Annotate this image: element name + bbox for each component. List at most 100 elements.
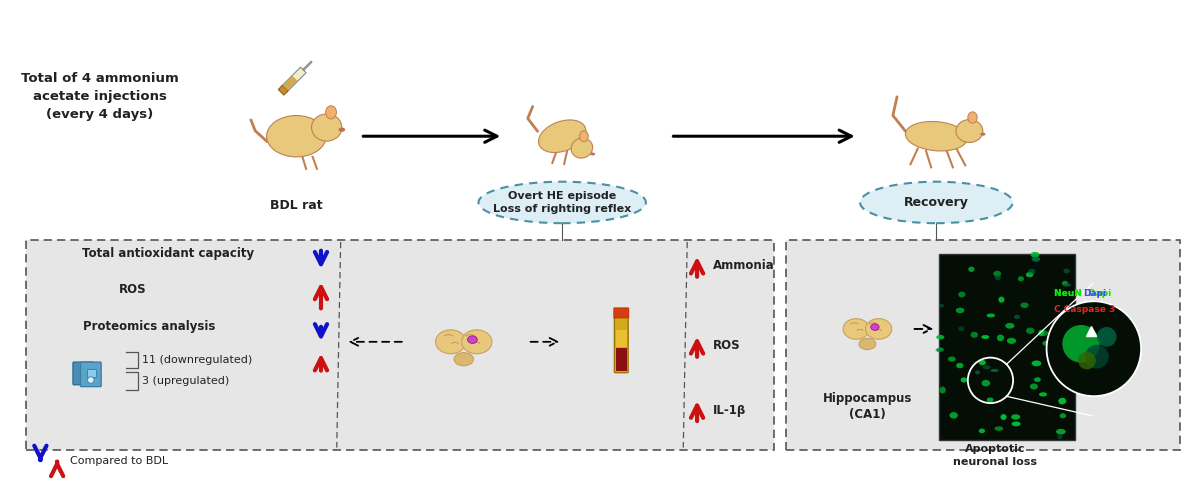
Ellipse shape	[940, 386, 946, 394]
Circle shape	[1046, 301, 1141, 396]
Ellipse shape	[995, 275, 1001, 280]
Ellipse shape	[436, 330, 466, 354]
Ellipse shape	[1026, 272, 1033, 277]
Ellipse shape	[1032, 257, 1040, 262]
Text: Dapi: Dapi	[1084, 289, 1106, 298]
Ellipse shape	[948, 357, 955, 361]
Bar	[88, 369, 96, 377]
Text: Overt HE episode
Loss of righting reflex: Overt HE episode Loss of righting reflex	[493, 191, 631, 214]
Ellipse shape	[1018, 276, 1024, 281]
Ellipse shape	[1069, 310, 1076, 315]
Ellipse shape	[590, 153, 595, 156]
Ellipse shape	[859, 338, 876, 349]
Ellipse shape	[1051, 366, 1060, 371]
Ellipse shape	[1032, 360, 1042, 366]
Ellipse shape	[936, 348, 944, 352]
Ellipse shape	[1060, 413, 1066, 419]
Ellipse shape	[976, 370, 980, 374]
Ellipse shape	[959, 291, 965, 298]
Ellipse shape	[1006, 323, 1014, 329]
Ellipse shape	[1039, 330, 1048, 336]
Ellipse shape	[1063, 283, 1072, 287]
Ellipse shape	[949, 412, 958, 419]
Ellipse shape	[990, 369, 998, 372]
Ellipse shape	[956, 120, 983, 143]
Ellipse shape	[865, 319, 892, 339]
Ellipse shape	[571, 138, 593, 158]
Ellipse shape	[1062, 281, 1068, 286]
Bar	[302, 61, 312, 71]
Ellipse shape	[338, 128, 346, 132]
FancyBboxPatch shape	[80, 362, 101, 386]
Ellipse shape	[968, 112, 977, 123]
Text: BDL rat: BDL rat	[270, 199, 323, 212]
Ellipse shape	[1066, 374, 1075, 378]
Ellipse shape	[905, 121, 967, 151]
Ellipse shape	[539, 120, 586, 153]
Ellipse shape	[1014, 315, 1020, 319]
Text: Ammonia: Ammonia	[713, 259, 774, 272]
Text: 11 (downregulated): 11 (downregulated)	[142, 355, 252, 365]
Ellipse shape	[860, 182, 1013, 223]
Ellipse shape	[468, 336, 478, 343]
Circle shape	[1085, 345, 1109, 369]
Ellipse shape	[968, 266, 974, 272]
Ellipse shape	[986, 313, 995, 317]
Text: ROS: ROS	[713, 339, 740, 352]
Text: Recovery: Recovery	[904, 196, 968, 209]
Ellipse shape	[982, 335, 989, 339]
Bar	[283, 76, 298, 91]
Circle shape	[1062, 325, 1099, 362]
Ellipse shape	[312, 114, 342, 141]
Text: Total antioxidant capacity: Total antioxidant capacity	[83, 247, 254, 260]
Ellipse shape	[940, 304, 944, 307]
Text: IL-1β: IL-1β	[713, 404, 746, 417]
Ellipse shape	[1026, 327, 1034, 334]
Ellipse shape	[871, 324, 880, 330]
Ellipse shape	[956, 363, 964, 368]
Ellipse shape	[936, 335, 944, 339]
Circle shape	[1078, 352, 1096, 370]
Ellipse shape	[1038, 330, 1044, 336]
Ellipse shape	[1039, 392, 1048, 396]
Ellipse shape	[1020, 302, 1028, 308]
Ellipse shape	[1062, 328, 1070, 333]
Text: C Caspase 3: C Caspase 3	[1055, 305, 1116, 314]
Ellipse shape	[1031, 252, 1039, 258]
Ellipse shape	[1063, 268, 1070, 273]
Ellipse shape	[1057, 434, 1062, 439]
Ellipse shape	[844, 319, 869, 339]
Ellipse shape	[1055, 370, 1062, 374]
Ellipse shape	[995, 426, 1003, 431]
Ellipse shape	[1012, 421, 1021, 426]
FancyBboxPatch shape	[73, 362, 94, 385]
FancyBboxPatch shape	[614, 308, 629, 318]
Ellipse shape	[983, 365, 991, 369]
Ellipse shape	[959, 326, 965, 331]
Ellipse shape	[994, 271, 1001, 276]
Ellipse shape	[961, 377, 967, 383]
Text: NeuN  Dapi: NeuN Dapi	[1055, 289, 1111, 298]
Ellipse shape	[479, 182, 646, 223]
Text: ROS: ROS	[119, 283, 146, 296]
Ellipse shape	[454, 353, 474, 366]
Ellipse shape	[1001, 414, 1007, 420]
Bar	[25, 240, 774, 450]
Ellipse shape	[1007, 338, 1016, 344]
Text: 3 (upregulated): 3 (upregulated)	[142, 376, 229, 386]
Ellipse shape	[998, 297, 1004, 303]
Text: NeuN: NeuN	[1055, 289, 1086, 298]
Ellipse shape	[462, 330, 492, 354]
Ellipse shape	[982, 380, 990, 386]
Ellipse shape	[979, 429, 985, 433]
Ellipse shape	[325, 106, 336, 119]
Ellipse shape	[936, 348, 943, 352]
Circle shape	[88, 377, 94, 384]
Bar	[278, 85, 288, 95]
Text: Proteomics analysis: Proteomics analysis	[83, 321, 215, 334]
Ellipse shape	[1030, 384, 1038, 390]
Bar	[616, 348, 626, 371]
Ellipse shape	[979, 360, 986, 365]
Bar	[281, 67, 306, 92]
Ellipse shape	[266, 116, 326, 157]
